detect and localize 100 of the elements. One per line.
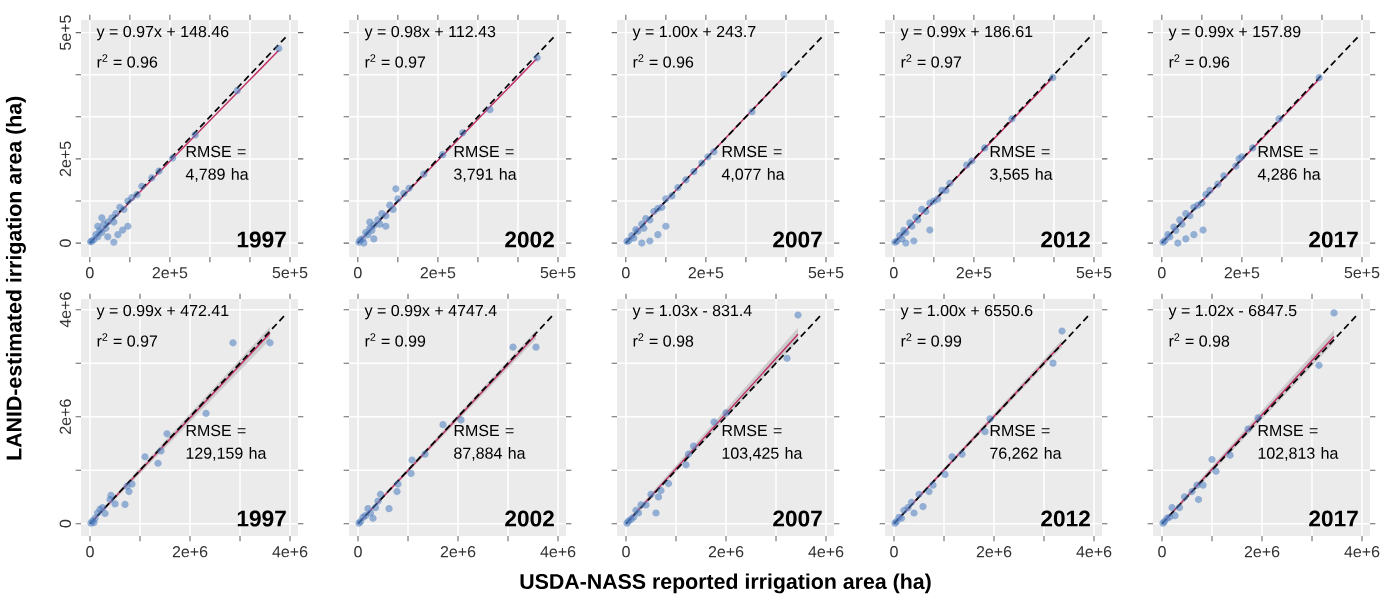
point (439, 421, 447, 429)
point (690, 167, 698, 176)
annotation: 2002 (505, 510, 554, 527)
annotation: RMSE = 129,159 ha (186, 424, 267, 461)
point (393, 487, 401, 496)
x-tick-label: 2e+5 (956, 267, 992, 279)
x-tick-label: 0 (354, 546, 362, 558)
point (710, 418, 718, 426)
x-tick-label: 0 (1157, 267, 1166, 279)
point (662, 222, 670, 230)
point (420, 170, 428, 178)
point (1170, 223, 1178, 231)
point (1199, 226, 1207, 234)
point (374, 216, 382, 224)
point (1188, 487, 1196, 496)
point (124, 222, 132, 230)
point (938, 186, 946, 195)
point (929, 481, 937, 489)
point (233, 87, 241, 95)
x-tick-label: 4e+6 (1344, 546, 1380, 558)
point (668, 192, 676, 200)
annotation: 2012 (1041, 231, 1090, 248)
point (123, 482, 131, 490)
point (370, 235, 378, 243)
annotation: y = 1.02x - 6847.5 (1168, 304, 1297, 320)
annotation: 1997 (237, 231, 286, 248)
point (794, 311, 802, 319)
x-axis-title: USDA-NASS reported irrigation area (ha) (520, 573, 931, 594)
point (642, 215, 650, 223)
annotation: 2017 (1309, 231, 1358, 248)
point (374, 497, 382, 505)
annotation: y = 0.99x + 472.41 (96, 304, 229, 320)
point (376, 490, 385, 498)
point (275, 45, 283, 53)
y-axis-title: LANID-estimated irrigation area (ha) (5, 96, 26, 460)
point (439, 151, 447, 159)
point (421, 450, 429, 458)
point (1175, 504, 1184, 512)
point (1176, 216, 1184, 224)
x-tick-label: 0 (86, 546, 94, 558)
annotation: RMSE = 4,789 ha (185, 145, 249, 182)
point (1315, 74, 1323, 82)
point (981, 144, 989, 152)
x-tick-label: 2e+5 (1224, 267, 1260, 279)
point (654, 493, 663, 501)
point (657, 486, 665, 495)
x-tick-label: 5e+5 (540, 267, 576, 279)
annotation: r$^{2}$ = 0.97 (901, 54, 962, 68)
x-tick-label: 2e+6 (708, 546, 744, 558)
point (94, 222, 102, 230)
x-tick-label: 2e+5 (688, 267, 724, 279)
point (919, 502, 927, 511)
point (1049, 359, 1057, 367)
point (958, 450, 966, 458)
point (405, 184, 413, 192)
x-tick-label: 4e+6 (272, 546, 308, 558)
point (1254, 414, 1262, 422)
y-tick-label: 5e+5 (59, 15, 71, 50)
point (682, 176, 690, 184)
annotation: y = 1.03x - 831.4 (632, 304, 752, 320)
point (638, 220, 646, 228)
point (915, 490, 923, 498)
point (704, 153, 712, 161)
point (106, 496, 114, 504)
point (385, 505, 393, 513)
annotation: r$^{2}$ = 0.99 (901, 333, 962, 347)
point (926, 199, 934, 207)
point (1208, 455, 1216, 464)
point (1214, 180, 1222, 188)
annotation: RMSE = 103,425 ha (722, 424, 803, 461)
point (1249, 144, 1257, 152)
x-tick-label: 5e+5 (1344, 267, 1380, 279)
point (1275, 115, 1283, 123)
annotation: r$^{2}$ = 0.99 (365, 333, 426, 347)
point (400, 189, 408, 198)
point (698, 159, 706, 167)
point (902, 239, 910, 247)
point (783, 354, 791, 362)
x-tick-label: 4e+6 (1076, 546, 1112, 558)
annotation: r$^{2}$ = 0.98 (1169, 333, 1230, 347)
x-tick-label: 2e+6 (976, 546, 1012, 558)
point (1220, 172, 1228, 180)
x-tick-label: 2e+6 (440, 546, 476, 558)
annotation: RMSE = 4,286 ha (1257, 145, 1321, 182)
point (664, 479, 673, 488)
annotation: 2017 (1309, 510, 1358, 527)
y-tick-label: 2e+6 (59, 399, 71, 434)
point (532, 343, 540, 351)
annotation: y = 1.00x + 243.7 (632, 25, 756, 41)
point (1194, 496, 1203, 504)
point (114, 231, 122, 239)
point (638, 239, 646, 247)
annotation: y = 0.98x + 112.43 (364, 25, 496, 41)
x-tick-label: 0 (86, 267, 94, 279)
y-tick-label: 0 (59, 239, 71, 247)
point (748, 108, 756, 116)
y-tick-label: 2e+5 (59, 141, 71, 177)
point (780, 71, 788, 79)
point (371, 504, 380, 512)
point (1232, 162, 1240, 170)
